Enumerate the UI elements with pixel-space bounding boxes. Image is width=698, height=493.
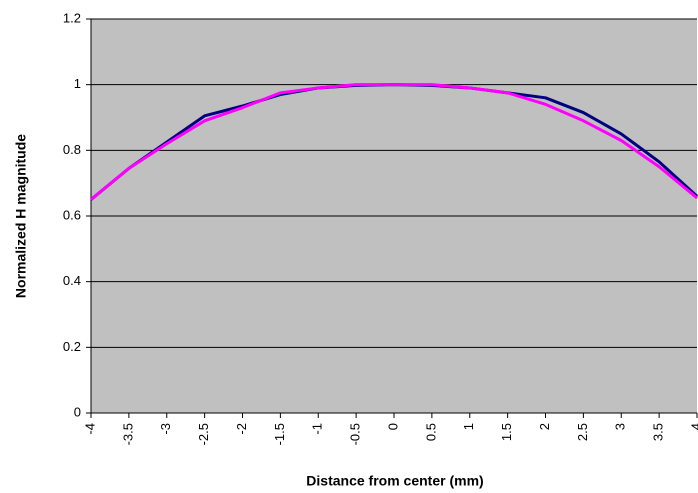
x-tick-label: 4: [688, 423, 698, 430]
x-tick-label: -0.5: [348, 423, 363, 445]
x-tick-label: -2: [234, 423, 249, 435]
x-tick-label: -3.5: [120, 423, 135, 445]
y-tick-label: 0.8: [63, 142, 81, 157]
y-tick-label: 0: [74, 404, 81, 419]
x-tick-label: 2.5: [575, 423, 590, 441]
y-tick-label: 0.4: [63, 273, 81, 288]
x-tick-label: -1: [310, 423, 325, 435]
x-tick-label: -3: [158, 423, 173, 435]
x-tick-label: 3: [613, 423, 628, 430]
x-axis-title: Distance from center (mm): [306, 473, 483, 489]
y-tick-label: 1.2: [63, 10, 81, 25]
x-tick-label: 2: [537, 423, 552, 430]
series-line: [90, 83, 698, 201]
x-tick-label: -2.5: [196, 423, 211, 445]
y-axis-title: Normalized H magnitude: [13, 134, 29, 298]
x-tick-label: -4: [82, 423, 97, 435]
x-tick-label: 1.5: [499, 423, 514, 441]
y-tick-label: 1: [74, 76, 81, 91]
y-tick-label: 0.2: [63, 339, 81, 354]
x-tick-label: 3.5: [651, 423, 666, 441]
x-tick-label: 1: [461, 423, 476, 430]
x-tick-label: 0: [385, 423, 400, 430]
x-tick-label: -1.5: [272, 423, 287, 445]
y-tick-label: 0.6: [63, 207, 81, 222]
x-tick-label: 0.5: [423, 423, 438, 441]
